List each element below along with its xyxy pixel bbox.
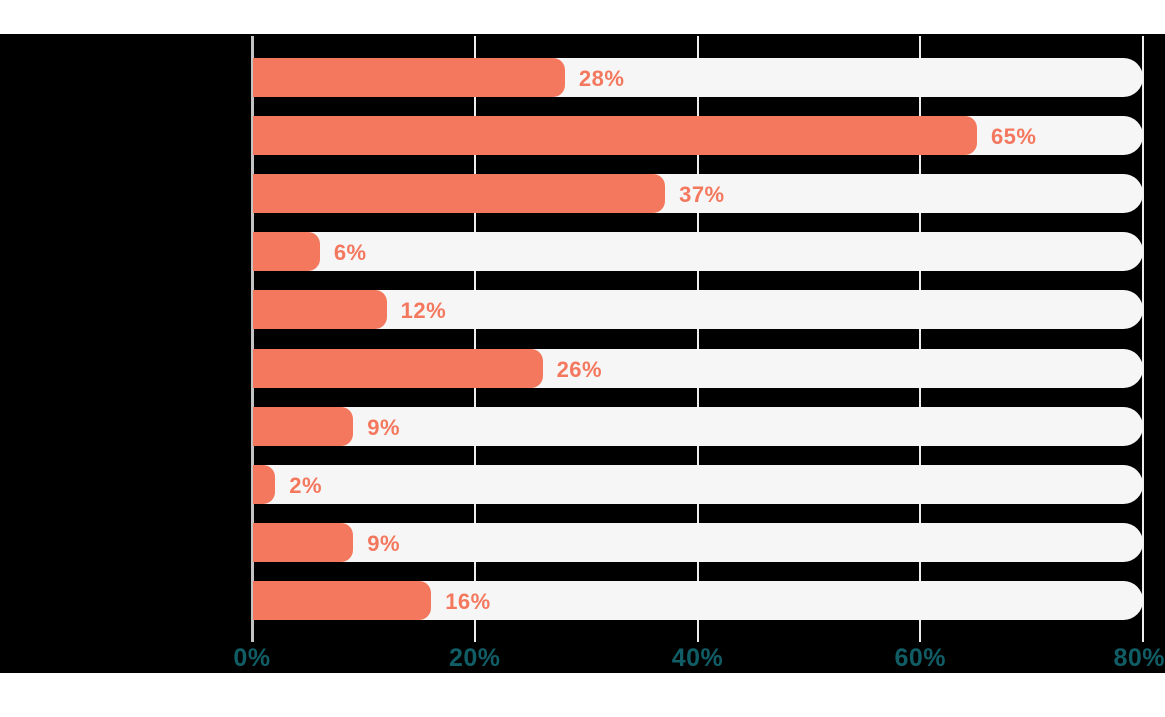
bar-value-label: 12% (400, 298, 447, 324)
bar-value-label: 6% (333, 240, 367, 266)
bar-fill (253, 580, 432, 620)
bar-track: 28% (253, 58, 1143, 97)
gridline (696, 36, 699, 642)
bar-value-label: 37% (679, 182, 725, 208)
bar-fill (253, 232, 320, 272)
bar-value-label: 9% (367, 530, 401, 556)
bar-value-label: 16% (445, 588, 491, 614)
x-axis-tick-label: 0% (233, 644, 271, 672)
bar-fill (253, 58, 565, 97)
bar-fill (253, 348, 543, 388)
x-axis-tick-label: 40% (671, 644, 724, 672)
zero-axis-line (250, 36, 254, 642)
bar-value-label: 26% (556, 356, 603, 382)
bar-value-label: 9% (367, 414, 401, 440)
bar-fill (253, 406, 354, 446)
bar-track: 6% (253, 232, 1143, 272)
bar-track: 12% (253, 290, 1143, 330)
x-axis-tick-label: 60% (894, 644, 947, 672)
bar-track: 2% (253, 464, 1143, 504)
bar-track: 9% (253, 522, 1143, 562)
bar-fill (253, 522, 354, 562)
bar-track: 37% (253, 174, 1143, 214)
bar-track: 9% (253, 406, 1143, 446)
bar-fill (253, 174, 666, 214)
bar-value-label: 65% (990, 124, 1037, 150)
bar-fill (253, 116, 977, 156)
gridline (919, 36, 922, 642)
bar-track: 65% (253, 116, 1143, 156)
bar-track: 26% (253, 348, 1143, 388)
gridline (1142, 36, 1144, 642)
x-axis-tick-label: 20% (448, 644, 501, 672)
x-axis-tick-label: 80% (1113, 644, 1165, 672)
bar-value-label: 28% (578, 66, 625, 91)
plot-band: 28% 65% 37% 6% 12% 26% 9% 2% 9% 16% 0% 20% 40% 60% 80… (0, 34, 1165, 673)
bar-fill (253, 464, 276, 504)
bar-fill (253, 290, 387, 330)
bar-track: 16% (253, 580, 1143, 620)
gridline (473, 36, 476, 642)
bar-value-label: 2% (289, 472, 323, 498)
